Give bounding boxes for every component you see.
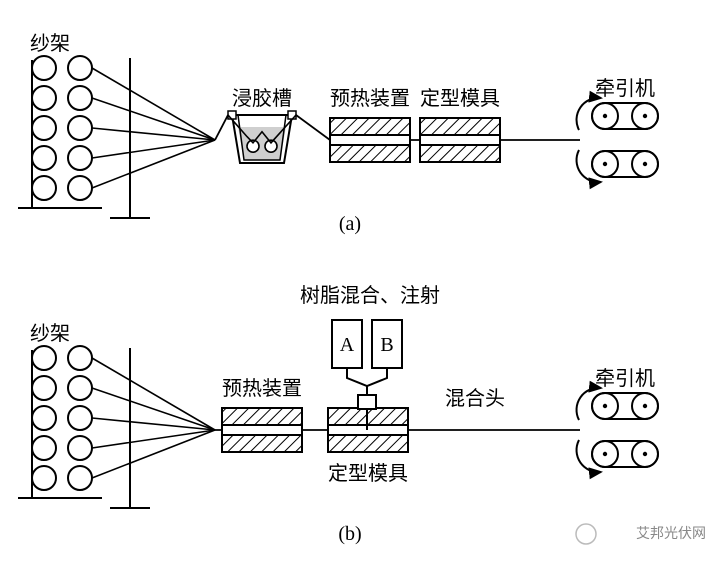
dip-tank [228,111,296,163]
label-resinmix: 树脂混合、注射 [300,284,440,307]
fig-label-a: (a) [339,213,361,235]
label-puller-b: 牵引机 [595,367,655,390]
die-a [420,118,500,162]
fig-label-b: (b) [338,523,361,545]
label-preheat-b: 预热装置 [222,377,302,400]
yarn-fan [92,358,215,478]
puller [577,98,658,182]
label-die-a: 定型模具 [420,87,500,110]
yarn-fan [92,68,215,188]
label-creel-a: 纱架 [30,32,70,55]
watermark: 艾邦光伏网 [576,524,706,544]
label-creel-b: 纱架 [30,322,70,345]
label-die-b: 定型模具 [328,462,408,485]
creel [18,56,102,208]
label-puller-a: 牵引机 [595,77,655,100]
resin-a-label: A [340,334,355,356]
svg-text:艾邦光伏网: 艾邦光伏网 [636,526,706,542]
preheat-a [330,118,410,162]
creel [18,346,102,498]
label-preheat-a: 预热装置 [330,87,410,110]
mainline-a1 [215,115,228,140]
label-mixhead: 混合头 [445,387,505,410]
resin-b-label: B [380,334,393,356]
preheat-b [222,408,302,452]
label-diptank: 浸胶槽 [232,87,292,110]
puller [577,388,658,472]
